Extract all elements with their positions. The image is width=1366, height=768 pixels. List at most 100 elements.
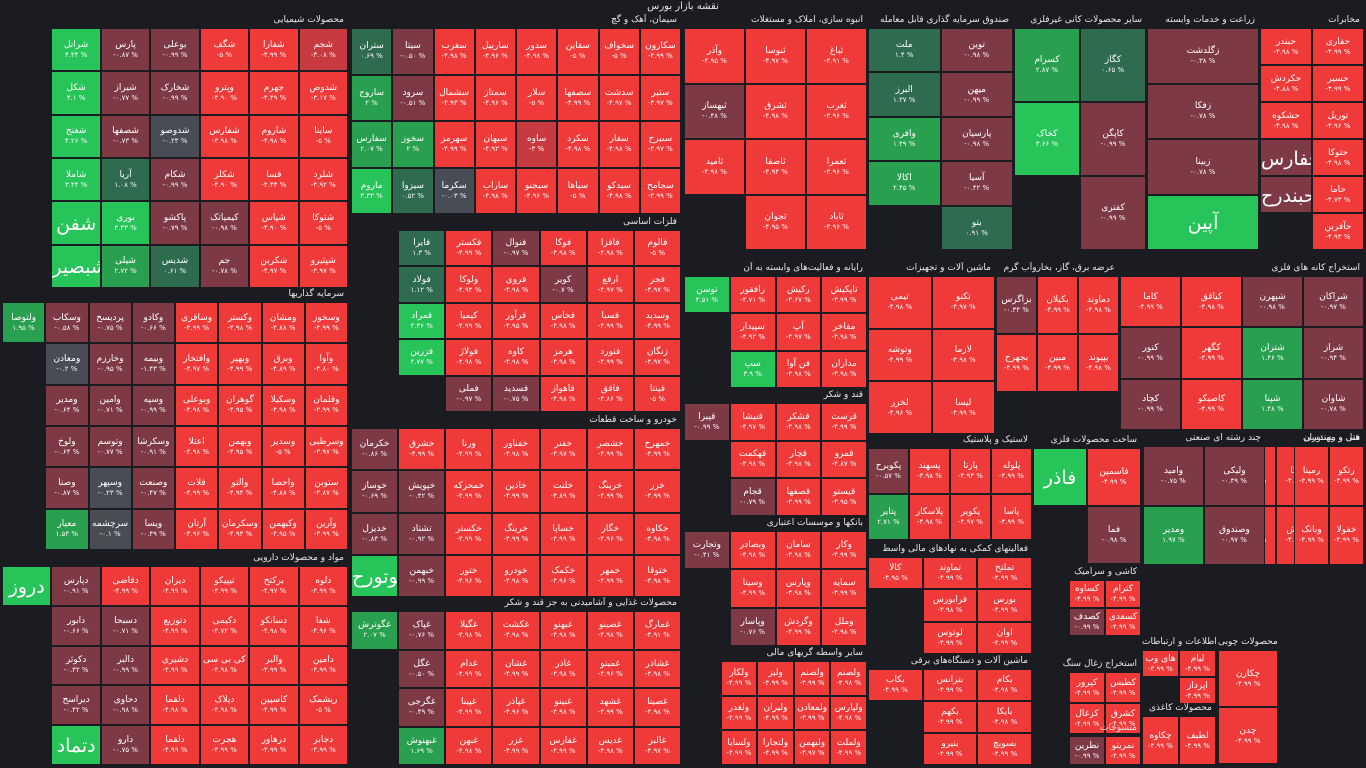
stock-tile[interactable]: کصدف -۰.۹۹ % [1069, 608, 1105, 636]
stock-tile[interactable]: سصفها -۴.۹۹ % [557, 75, 598, 122]
stock-tile[interactable]: جم -۰.۷۸ % [200, 245, 249, 288]
stock-tile[interactable]: کخاک ۳.۶۶ % [1014, 102, 1080, 176]
stock-tile[interactable]: وبانک -۴.۹۹ % [1294, 506, 1329, 566]
stock-tile[interactable]: کاصیکو -۴.۹۹ % [1181, 379, 1242, 430]
stock-tile[interactable]: ومعادن -۰.۲ % [45, 343, 88, 384]
stock-tile[interactable]: دحاوی -۰.۹۸ % [101, 685, 150, 725]
stock-tile[interactable]: دیراسح -۰.۳۲ % [51, 685, 100, 725]
stock-tile[interactable]: تشتاد -۰.۹۲ % [398, 513, 445, 555]
stock-tile[interactable]: کطبس -۴.۹۹ % [1105, 672, 1141, 703]
stock-tile[interactable]: شدیس ۰.۶۱ % [150, 245, 199, 288]
stock-tile[interactable]: فپنتا -۵ % [634, 376, 681, 412]
stock-tile[interactable]: ومدیر -۰.۶۴ % [45, 385, 88, 426]
stock-tile[interactable]: ولکار -۴.۹۹ % [721, 661, 758, 696]
stock-tile[interactable]: دتوزیع -۴.۹۹ % [150, 606, 199, 646]
stock-tile[interactable]: تاپکیش -۴.۹۹ % [821, 276, 867, 313]
stock-tile[interactable]: سخوز ۲ % [392, 121, 433, 168]
stock-tile[interactable]: ولصنم -۴.۹۸ % [830, 661, 867, 696]
stock-tile[interactable]: غدام -۴.۹۹ % [445, 650, 492, 689]
stock-tile[interactable]: زنگان -۴.۹۷ % [634, 339, 681, 375]
stock-tile[interactable]: شراز -۰.۹۴ % [1303, 327, 1364, 378]
stock-tile[interactable]: فافزا -۴.۹۸ % [587, 230, 634, 266]
stock-tile[interactable]: کفتری -۰.۹۹ % [1080, 176, 1146, 250]
stock-tile[interactable]: بجهرح -۴.۹۹ % [996, 334, 1037, 392]
stock-tile[interactable]: غشهد -۴.۹۹ % [587, 688, 634, 727]
stock-tile[interactable]: غاذر -۴.۹۸ % [540, 650, 587, 689]
stock-tile[interactable]: شاروم -۴.۹۸ % [249, 115, 298, 158]
stock-tile[interactable]: فالوم -۵ % [634, 230, 681, 266]
stock-tile[interactable]: وسینا -۴.۹۹ % [730, 569, 776, 607]
stock-tile[interactable]: وملل -۴.۹۸ % [821, 608, 867, 646]
stock-tile[interactable]: فما -۰.۹۸ % [1087, 506, 1141, 564]
stock-tile[interactable]: حبندرح [1260, 176, 1312, 213]
stock-tile[interactable]: وسدید -۴.۹۹ % [634, 303, 681, 339]
stock-tile[interactable]: وخارزم -۰.۹۵ % [89, 343, 132, 384]
stock-tile[interactable]: وسکرمان -۴.۹۴ % [218, 509, 261, 550]
stock-tile[interactable]: سفار -۴.۹۸ % [599, 121, 640, 168]
stock-tile[interactable]: جهرم -۴.۴۹ % [249, 71, 298, 114]
stock-tile[interactable]: کاپگن -۰.۹۹ % [1080, 102, 1146, 176]
stock-tile[interactable]: ویسا -۰.۴۹ % [132, 509, 175, 550]
stock-tile[interactable]: کالا -۴.۹۵ % [868, 557, 923, 589]
stock-tile[interactable]: بتو ۰.۹۱ % [941, 206, 1014, 250]
stock-tile[interactable]: شبصیر [51, 245, 100, 288]
stock-tile[interactable]: بکیلان -۴.۹۹ % [1037, 276, 1078, 334]
stock-tile[interactable]: زبینا -۰.۷۸ % [1147, 139, 1259, 195]
stock-tile[interactable]: کاما -۴.۹۹ % [1120, 276, 1181, 327]
stock-tile[interactable]: وصندوق -۰.۹۷ % [1204, 506, 1265, 566]
stock-tile[interactable]: سمایه -۴.۹۹ % [821, 569, 867, 607]
stock-tile[interactable]: قچار -۴.۹۸ % [776, 441, 822, 479]
stock-tile[interactable]: ملت ۱.۴ % [868, 28, 941, 72]
stock-tile[interactable]: سکرد -۴.۹۸ % [557, 121, 598, 168]
stock-tile[interactable]: وبوعلی -۴.۹۸ % [175, 385, 218, 426]
stock-tile[interactable]: خوساز -۰.۶۹ % [351, 470, 398, 512]
stock-tile[interactable]: شپهرن -۰.۹۸ % [1242, 276, 1303, 327]
stock-tile[interactable]: ثاباد -۴.۹۶ % [806, 195, 867, 251]
stock-tile[interactable]: فخاس -۴.۹۸ % [540, 303, 587, 339]
stock-tile[interactable]: سبجنو -۴.۹۶ % [516, 168, 557, 215]
stock-tile[interactable]: سیتا -۰.۵۰ % [392, 28, 433, 75]
stock-tile[interactable]: آرتان -۴.۹۶ % [175, 509, 218, 550]
stock-tile[interactable]: کاوه -۴.۹۸ % [492, 339, 539, 375]
stock-tile[interactable]: کیمیا -۴.۹۹ % [445, 303, 492, 339]
stock-tile[interactable]: وسخوز -۴.۹۹ % [305, 302, 348, 343]
stock-tile[interactable]: ولمعادن -۴.۹۹ % [794, 696, 831, 731]
stock-tile[interactable]: کساوه -۴.۹۹ % [1069, 580, 1105, 608]
stock-tile[interactable]: خمحرکه -۴.۹۹ % [445, 470, 492, 512]
stock-tile[interactable]: برکتح -۴.۹۷ % [249, 566, 298, 606]
stock-tile[interactable]: بپیوند -۴.۹۸ % [1078, 334, 1119, 392]
stock-tile[interactable]: پکویر -۴.۹۷ % [950, 494, 991, 540]
stock-tile[interactable]: شکربن -۴.۹۷ % [249, 245, 298, 288]
stock-tile[interactable]: آسیا -۰.۴۲ % [941, 161, 1014, 205]
stock-tile[interactable]: شجم -۳.۰۸ % [299, 28, 348, 71]
stock-tile[interactable]: لازما -۴.۹۸ % [932, 329, 996, 382]
stock-tile[interactable]: حشکوه -۴.۹۸ % [1260, 102, 1312, 139]
stock-tile[interactable]: دماوند -۴.۹۸ % [1078, 276, 1119, 334]
stock-tile[interactable]: مفاخر -۴.۹۸ % [821, 313, 867, 350]
stock-tile[interactable]: فجر -۴.۹۷ % [634, 266, 681, 302]
stock-tile[interactable]: سشمال -۴.۹۳ % [434, 75, 475, 122]
stock-tile[interactable]: پاسا -۴.۹۹ % [991, 494, 1032, 540]
stock-tile[interactable]: وپترو -۴.۹۰ % [200, 71, 249, 114]
stock-tile[interactable]: خرینگ -۴.۹۹ % [587, 470, 634, 512]
stock-tile[interactable]: شدوص -۴.۱۷ % [299, 71, 348, 114]
stock-tile[interactable]: ثباغ -۴.۹۱ % [806, 28, 867, 84]
stock-tile[interactable]: غکشت -۴.۹۸ % [492, 611, 539, 650]
stock-tile[interactable]: غبینو -۴.۹۸ % [540, 688, 587, 727]
stock-tile[interactable]: دسبحا -۰.۷۱ % [101, 606, 150, 646]
stock-tile[interactable]: شتوکا -۵ % [299, 201, 348, 244]
stock-tile[interactable]: غگل -۰.۵۰ % [398, 650, 445, 689]
stock-tile[interactable]: ثجوان -۴.۹۵ % [745, 195, 806, 251]
stock-tile[interactable]: کپرور -۴.۹۹ % [1069, 672, 1105, 703]
stock-tile[interactable]: توین -۰.۹۸ % [941, 28, 1014, 72]
stock-tile[interactable]: غبهن -۴.۹۸ % [445, 727, 492, 766]
stock-tile[interactable]: وافتخار -۴.۹۷ % [175, 343, 218, 384]
stock-tile[interactable]: لیسا -۴.۹۹ % [932, 381, 996, 434]
stock-tile[interactable]: سدشت -۴.۹۷ % [599, 75, 640, 122]
stock-tile[interactable]: شاملا ۳.۴۴ % [51, 158, 100, 201]
stock-tile[interactable]: فزرین ۴.۷۷ % [398, 339, 445, 375]
stock-tile[interactable]: شدوصو -۰.۲۳ % [150, 115, 199, 158]
stock-tile[interactable]: وقلمان -۴.۹۹ % [305, 385, 348, 426]
stock-tile[interactable]: سکارون -۴.۹۹ % [640, 28, 681, 75]
stock-tile[interactable]: قجام -۰.۷۹ % [730, 478, 776, 516]
